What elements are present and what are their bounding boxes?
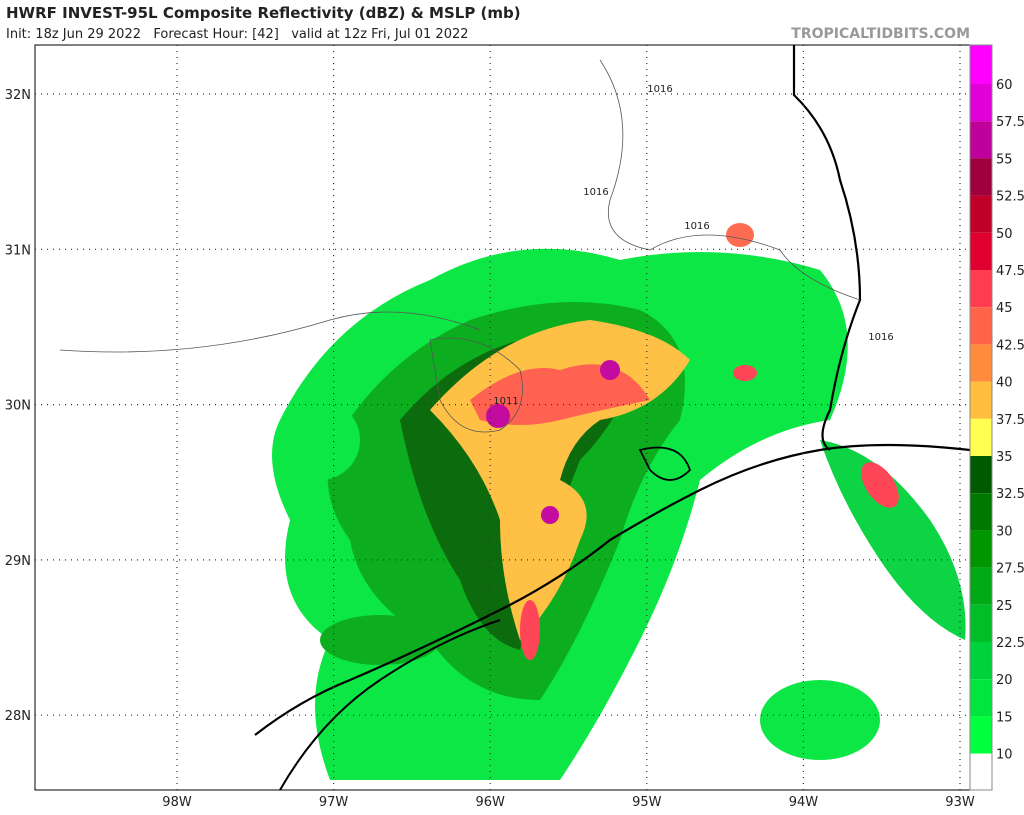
source: TROPICALTIDBITS.COM	[791, 26, 970, 42]
colorbar-segment	[970, 84, 992, 122]
colorbar-label: 10	[996, 748, 1013, 763]
precip	[861, 462, 899, 508]
lat-label: 28N	[5, 709, 31, 724]
contour-label: 1016	[868, 332, 893, 343]
colorbar-label: 30	[996, 524, 1013, 539]
coastline	[279, 619, 501, 791]
colorbar-segment	[970, 604, 992, 642]
colorbar-segment	[970, 195, 992, 233]
colorbar-label: 50	[996, 227, 1013, 242]
lon-label: 96W	[475, 795, 505, 810]
lat-label: 30N	[5, 399, 31, 414]
colorbar-segment	[970, 232, 992, 270]
colorbar-segment	[970, 642, 992, 680]
precip	[600, 360, 620, 380]
precip	[541, 506, 559, 524]
colorbar-label: 45	[996, 301, 1013, 316]
precip	[320, 615, 440, 665]
border	[792, 45, 862, 451]
subtitle: Init: 18z Jun 29 2022 Forecast Hour: [42…	[6, 27, 469, 42]
lon-label: 95W	[632, 795, 662, 810]
isobar	[599, 59, 861, 301]
colorbar-label: 57.5	[996, 115, 1024, 130]
precip	[280, 400, 360, 480]
colorbar-segment	[970, 753, 992, 790]
colorbar-segment	[970, 418, 992, 456]
colorbar-segment	[970, 530, 992, 568]
contour-label: 1011	[493, 396, 518, 407]
bay	[638, 446, 692, 481]
colorbar-label: 52.5	[996, 190, 1024, 205]
colorbar-segment	[970, 456, 992, 494]
colorbar-segment	[970, 45, 992, 84]
map	[59, 45, 971, 791]
colorbar-label: 25	[996, 599, 1013, 614]
title: HWRF INVEST-95L Composite Reflectivity (…	[6, 4, 521, 22]
lon-label: 93W	[945, 795, 975, 810]
colorbar-label: 42.5	[996, 338, 1024, 353]
contour-label: 1016	[684, 221, 709, 232]
colorbar-label: 60	[996, 78, 1013, 93]
colorbar-segment	[970, 270, 992, 308]
lon-label: 94W	[789, 795, 819, 810]
lat-label: 32N	[5, 88, 31, 103]
colorbar-segment	[970, 567, 992, 605]
colorbar-segment	[970, 493, 992, 531]
precip	[470, 364, 650, 425]
colorbar-label: 47.5	[996, 264, 1024, 279]
colorbar-segment	[970, 679, 992, 717]
colorbar-label: 32.5	[996, 487, 1024, 502]
lon-label: 97W	[319, 795, 349, 810]
colorbar-segment	[970, 158, 992, 196]
colorbar-label: 22.5	[996, 636, 1024, 651]
lon-label: 98W	[162, 795, 192, 810]
colorbar-frame	[969, 44, 993, 791]
colorbar-segment	[970, 344, 992, 382]
isobar	[429, 337, 523, 433]
coastline	[254, 443, 971, 736]
precip	[733, 365, 757, 381]
precip	[760, 680, 880, 760]
precip	[726, 223, 754, 247]
contour-label: 1016	[583, 187, 608, 198]
colorbar-label: 55	[996, 152, 1013, 167]
colorbar-segment	[970, 381, 992, 419]
precip	[820, 440, 966, 640]
county-line	[59, 311, 481, 353]
lat-label: 31N	[5, 243, 31, 258]
precip	[486, 404, 510, 428]
colorbar-segment	[970, 716, 992, 754]
colorbar-segment	[970, 121, 992, 159]
colorbar-segment	[970, 307, 992, 345]
colorbar-label: 40	[996, 376, 1013, 391]
lat-label: 29N	[5, 554, 31, 569]
colorbar-label: 37.5	[996, 413, 1024, 428]
colorbar-label: 15	[996, 710, 1013, 725]
colorbar-label: 20	[996, 673, 1013, 688]
precip	[520, 600, 540, 660]
colorbar-label: 27.5	[996, 562, 1024, 577]
contour-label: 1016	[647, 84, 672, 95]
colorbar-label: 35	[996, 450, 1013, 465]
